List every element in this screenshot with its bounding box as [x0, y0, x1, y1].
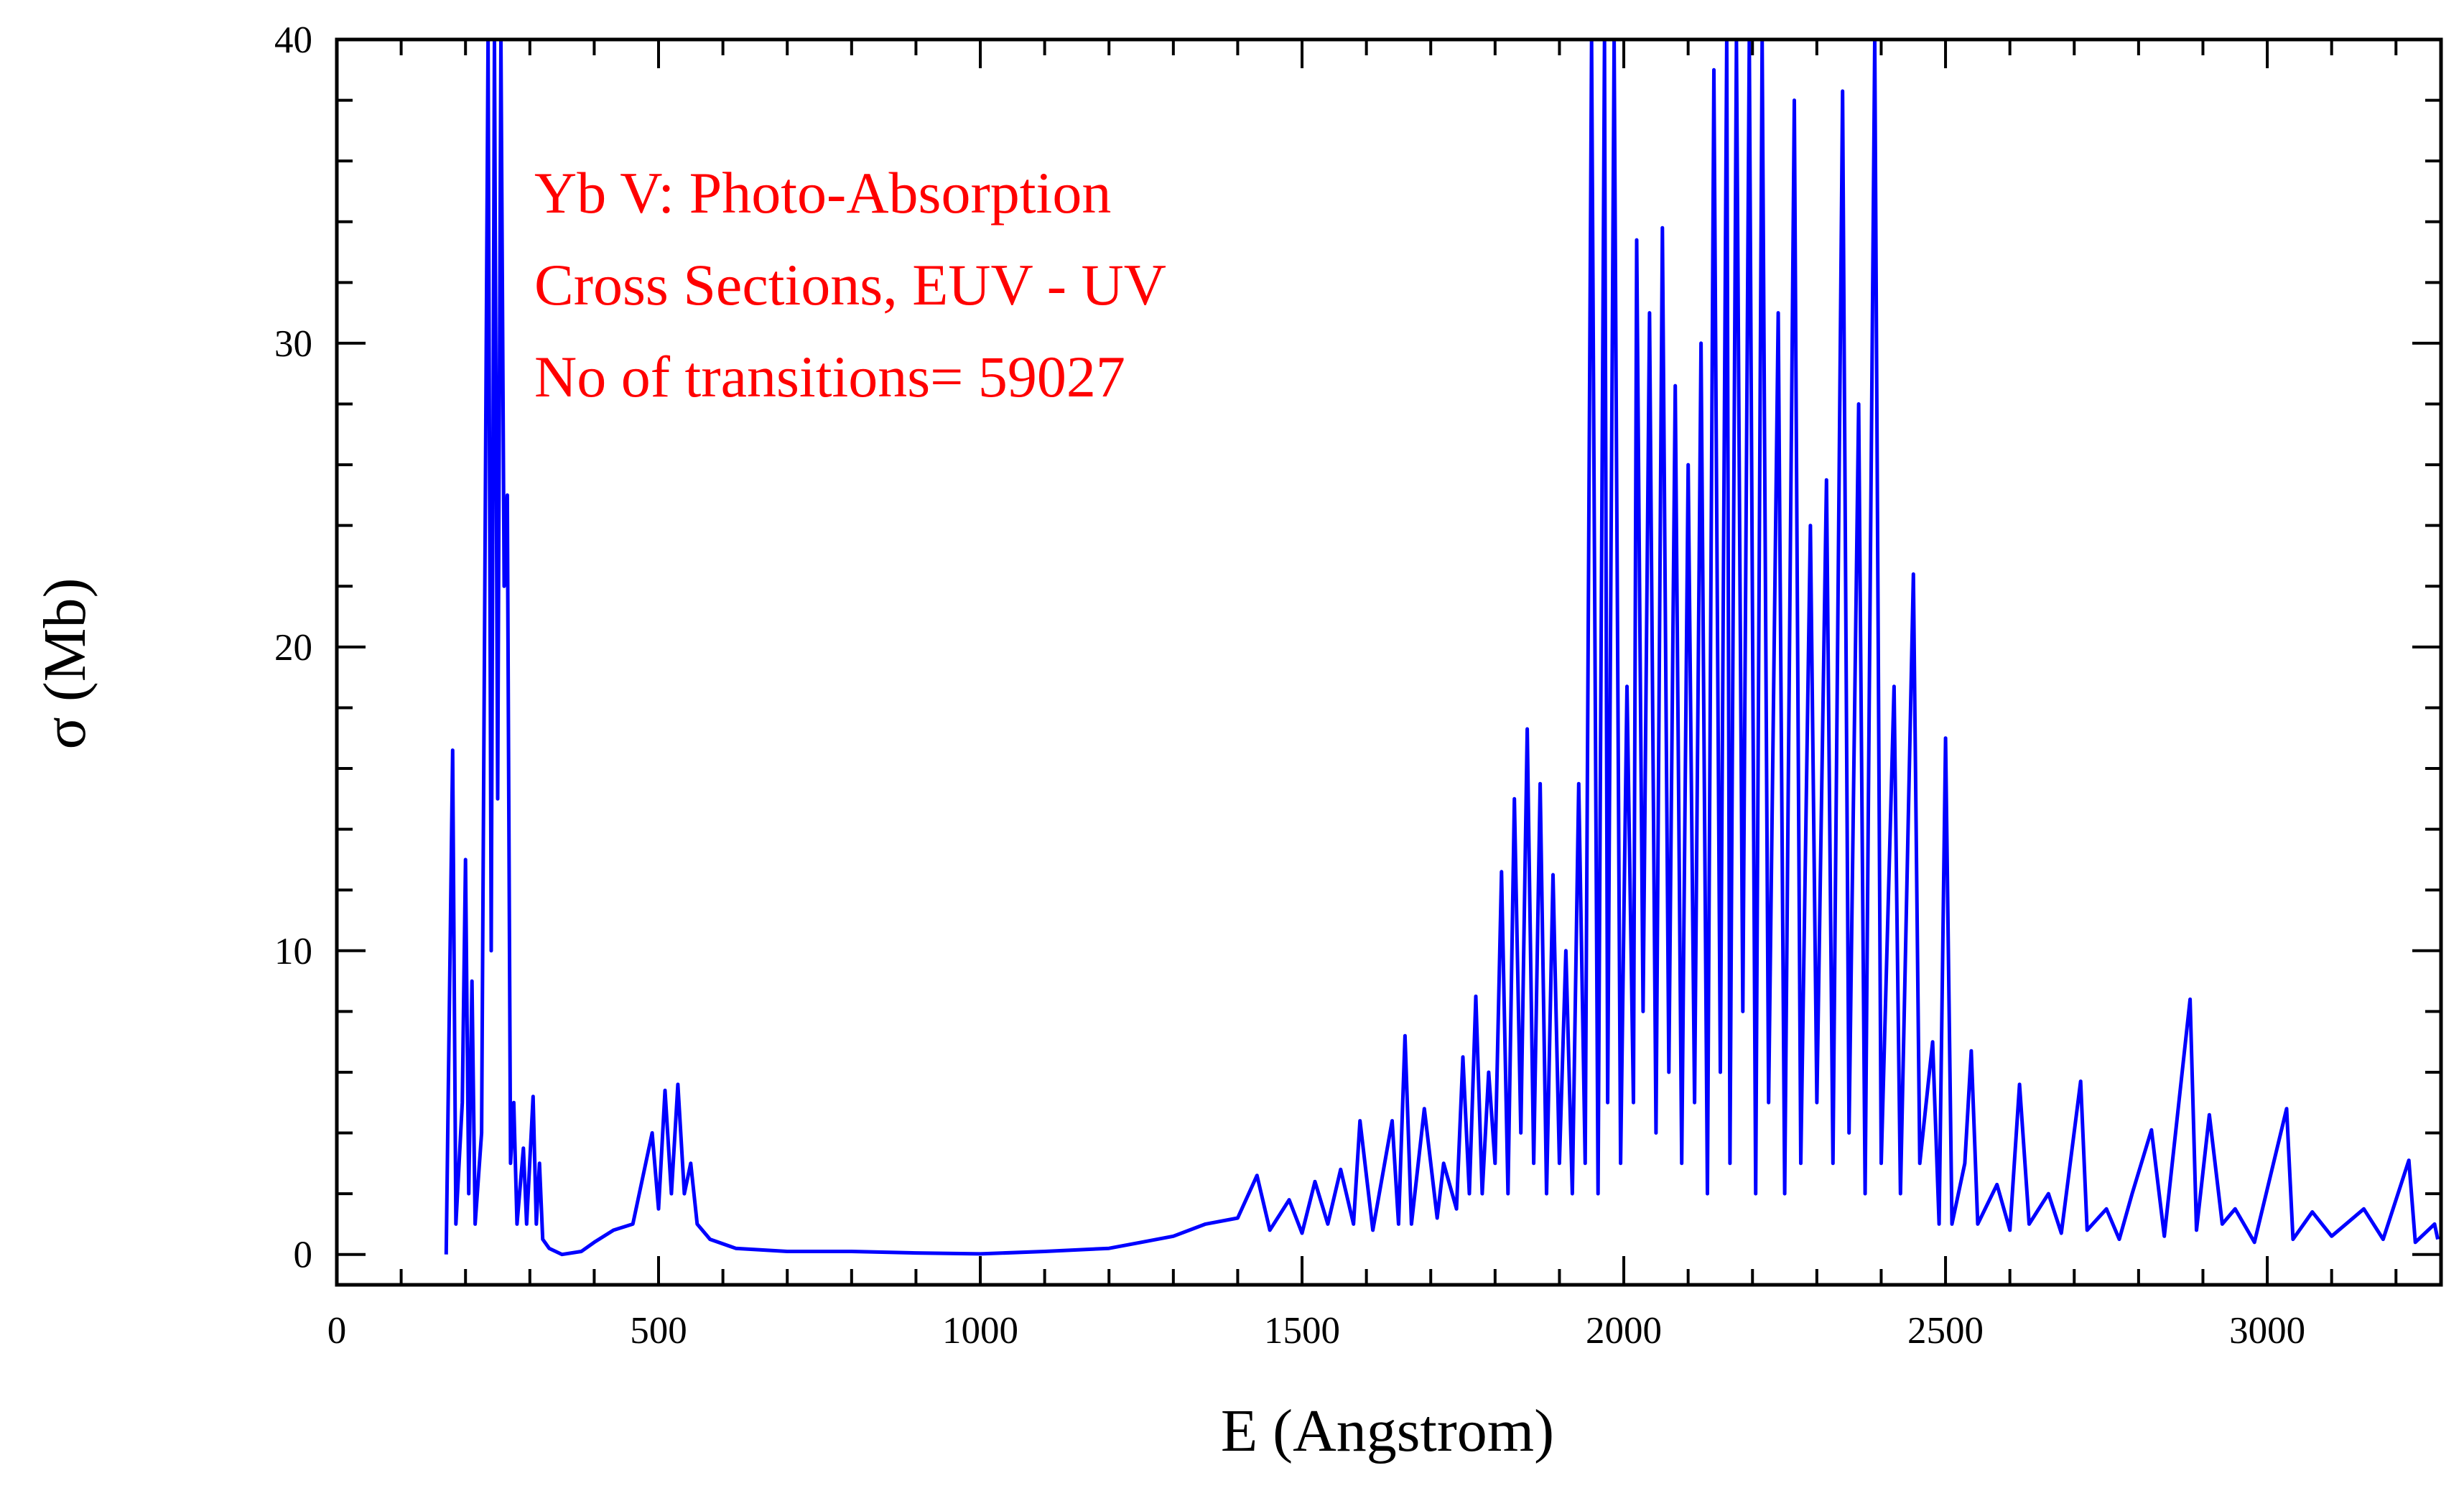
y-axis-title: σ (Mb) — [32, 578, 98, 750]
x-tick-label: 1500 — [1264, 1310, 1340, 1352]
annotation: Yb V: Photo-Absorption — [534, 160, 1111, 226]
y-tick-label: 20 — [274, 627, 312, 669]
annotation: Cross Sections, EUV - UV — [534, 252, 1166, 317]
plot-area — [444, 40, 2440, 1257]
y-tick-label: 10 — [274, 931, 312, 972]
x-tick-label: 1000 — [942, 1310, 1018, 1352]
x-tick-label: 2500 — [1907, 1310, 1984, 1352]
annotation: No of transitions= 59027 — [534, 344, 1125, 409]
y-tick-label: 0 — [294, 1235, 313, 1276]
data-line — [444, 40, 2440, 1257]
x-axis-title: E (Angstrom) — [1221, 1398, 1554, 1464]
x-tick-label: 0 — [327, 1310, 347, 1352]
x-tick-label: 3000 — [2229, 1310, 2305, 1352]
y-tick-label: 40 — [274, 19, 312, 61]
plot-frame — [335, 37, 2443, 1287]
x-tick-label: 500 — [630, 1310, 687, 1352]
y-tick-label: 30 — [274, 323, 312, 365]
x-tick-label: 2000 — [1586, 1310, 1662, 1352]
